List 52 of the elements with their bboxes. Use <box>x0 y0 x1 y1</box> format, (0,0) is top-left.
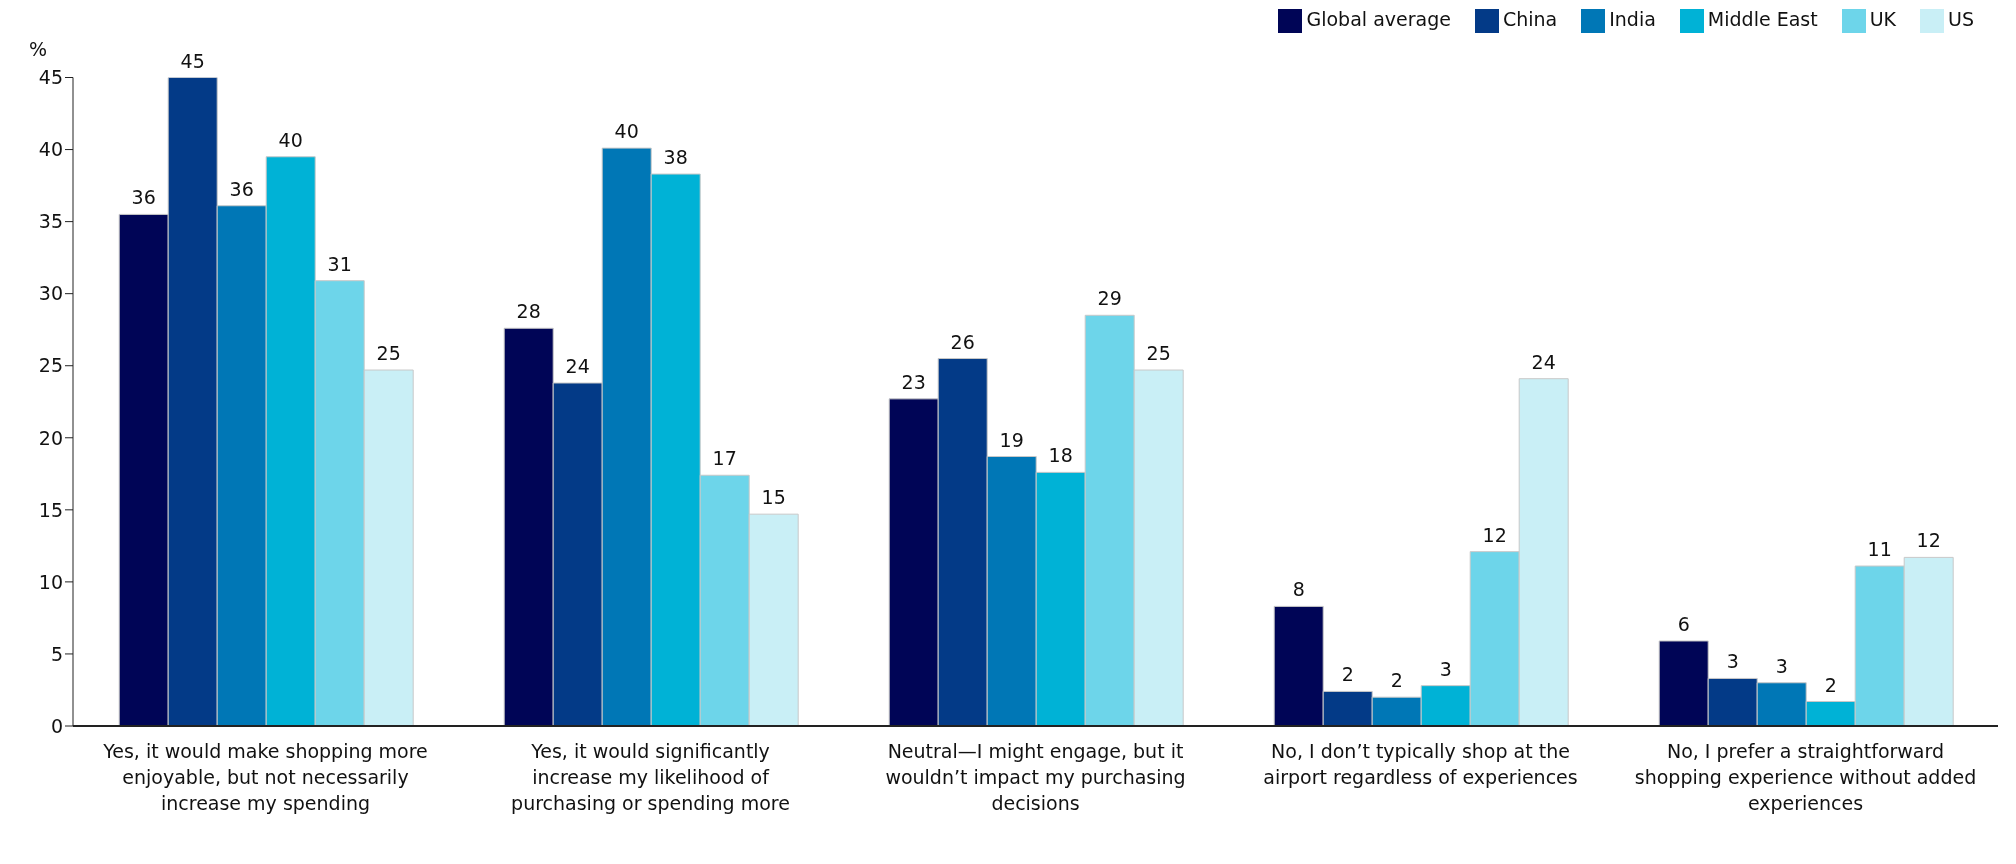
y-tick-label: 45 <box>38 66 63 89</box>
y-axis-title: % <box>28 37 48 60</box>
data-label: 12 <box>1916 529 1941 552</box>
y-tick-label: 5 <box>50 642 63 665</box>
data-label: 2 <box>1390 669 1403 692</box>
data-label: 36 <box>229 177 254 200</box>
data-label: 26 <box>950 330 975 353</box>
data-label: 25 <box>376 342 401 365</box>
data-label: 12 <box>1482 523 1507 546</box>
data-label: 15 <box>761 486 786 509</box>
y-tick-label: 0 <box>50 714 63 737</box>
data-label: 3 <box>1775 654 1788 677</box>
x-tick-label: Yes, it would significantly increase my likelihood of purchasing or spending more <box>511 740 790 814</box>
data-label: 29 <box>1097 287 1122 310</box>
data-label: 23 <box>901 370 926 393</box>
data-label: 24 <box>565 355 590 378</box>
x-tick-label: Yes, it would make shopping more enjoyable, but not necessarily increase my spending <box>102 740 428 814</box>
data-label: 18 <box>1048 444 1073 467</box>
data-label: 36 <box>131 186 156 209</box>
data-label: 19 <box>999 428 1024 451</box>
y-tick-label: 15 <box>38 498 63 521</box>
x-tick-label: No, I don’t typically shop at the airport regardless of experiences <box>1263 740 1578 788</box>
y-tick-label: 35 <box>38 210 63 233</box>
x-tick-label: No, I prefer a straightforward shopping experience without added experiences <box>1634 740 1977 814</box>
data-label: 3 <box>1726 650 1739 673</box>
legend-label: UK <box>1869 8 1897 30</box>
data-label: 28 <box>516 300 541 323</box>
data-label: 45 <box>180 49 205 72</box>
y-tick-label: 20 <box>38 426 63 449</box>
data-label: 8 <box>1292 578 1305 601</box>
x-tick-label: Neutral—I might engage, but it wouldn’t impact my purchasing decisions <box>885 740 1186 814</box>
y-tick-label: 30 <box>38 282 63 305</box>
legend-label: India <box>1609 8 1656 30</box>
y-tick-label: 25 <box>38 354 63 377</box>
legend-label: China <box>1502 8 1558 30</box>
legend-label: Middle East <box>1707 8 1818 30</box>
data-label: 38 <box>663 146 688 169</box>
data-label: 40 <box>278 128 303 151</box>
legend-label: Global average <box>1306 8 1451 30</box>
data-label: 2 <box>1341 663 1354 686</box>
data-label: 25 <box>1146 342 1171 365</box>
data-label: 11 <box>1867 538 1892 561</box>
data-label: 40 <box>614 120 639 143</box>
data-label: 24 <box>1531 350 1556 373</box>
data-label: 6 <box>1677 612 1690 635</box>
y-tick-label: 40 <box>38 138 63 161</box>
data-label: 3 <box>1439 657 1452 680</box>
legend-label: US <box>1948 8 1974 30</box>
data-label: 17 <box>712 447 737 470</box>
y-tick-label: 10 <box>38 570 63 593</box>
data-label: 31 <box>327 252 352 275</box>
data-label: 2 <box>1824 673 1837 696</box>
